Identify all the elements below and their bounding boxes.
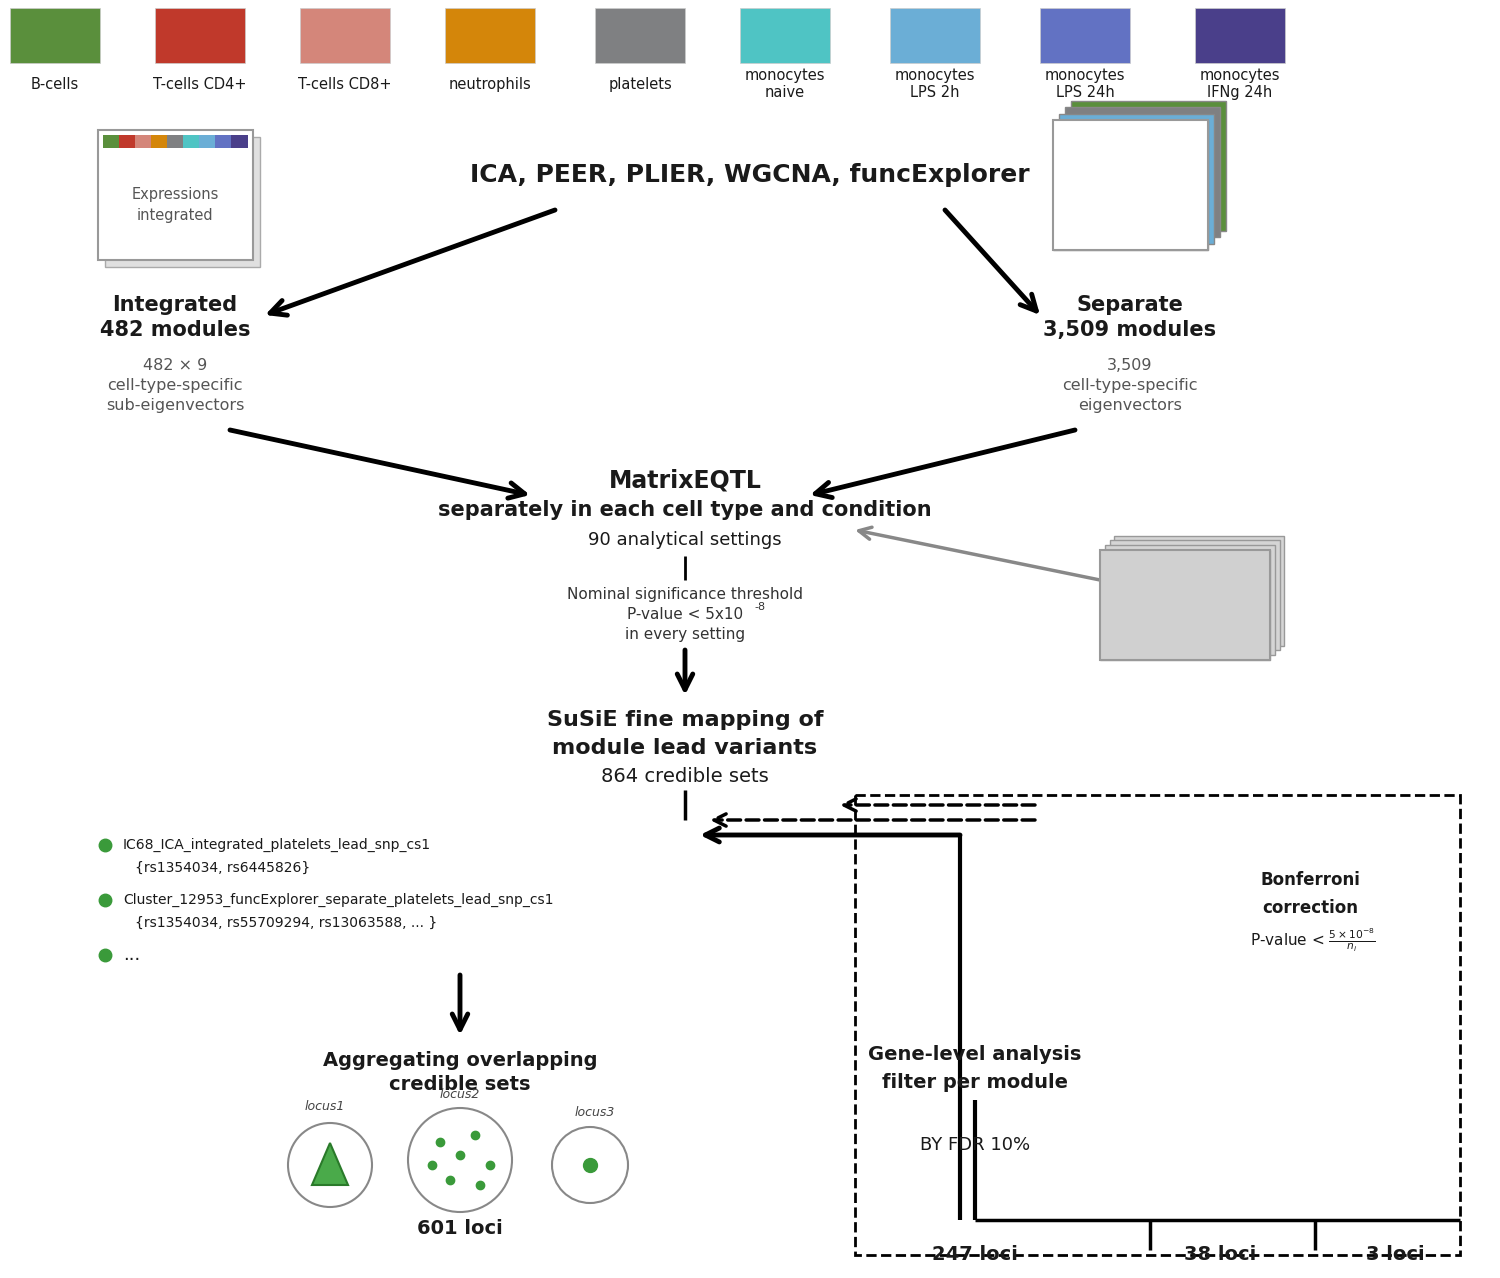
Bar [231, 135, 248, 148]
Text: eigenvectors: eigenvectors [1078, 397, 1182, 413]
Text: {rs1354034, rs55709294, rs13063588, ... }: {rs1354034, rs55709294, rs13063588, ... … [135, 916, 438, 930]
Text: locus1: locus1 [304, 1100, 345, 1113]
Bar [1053, 120, 1208, 250]
Text: 3,509 modules: 3,509 modules [1044, 320, 1217, 340]
Text: BY FDR 10%: BY FDR 10% [920, 1136, 1030, 1154]
Bar [1106, 546, 1275, 656]
Bar [300, 8, 390, 63]
Bar [1059, 114, 1214, 244]
Bar [135, 135, 152, 148]
Text: Cluster_12953_funcExplorer_separate_platelets_lead_snp_cs1: Cluster_12953_funcExplorer_separate_plat… [123, 893, 554, 907]
Bar [105, 137, 260, 267]
Text: Expressions
separately: Expressions separately [1086, 176, 1173, 213]
Text: monocytes: monocytes [1044, 68, 1125, 83]
Bar [102, 135, 118, 148]
Text: SuSiE fine mapping of: SuSiE fine mapping of [546, 711, 824, 730]
Bar [1065, 107, 1220, 238]
Text: MatrixEQTL: MatrixEQTL [609, 468, 762, 492]
Circle shape [288, 1123, 372, 1206]
Text: B-cells: B-cells [32, 77, 80, 92]
Text: filter per module: filter per module [882, 1072, 1068, 1091]
Text: 38 loci: 38 loci [1184, 1246, 1256, 1264]
Bar [98, 130, 252, 259]
Text: 3 loci: 3 loci [1365, 1246, 1425, 1264]
Bar [1071, 101, 1227, 231]
Text: monocytes: monocytes [894, 68, 975, 83]
Text: ...: ... [123, 946, 141, 964]
Text: cell-type-specific: cell-type-specific [1062, 377, 1197, 392]
Text: locus3: locus3 [574, 1107, 615, 1120]
Bar [200, 135, 216, 148]
Text: correction: correction [1262, 898, 1358, 918]
Text: locus2: locus2 [440, 1089, 480, 1102]
Text: 482 × 9: 482 × 9 [142, 358, 207, 372]
Text: monocytes: monocytes [744, 68, 825, 83]
Text: Bonferroni: Bonferroni [1260, 872, 1360, 889]
Circle shape [552, 1127, 628, 1203]
Text: monocytes: monocytes [1200, 68, 1280, 83]
Bar [1100, 550, 1270, 659]
Text: Integrated: Integrated [112, 295, 237, 314]
Text: 247 loci: 247 loci [932, 1246, 1019, 1264]
Text: -8: -8 [754, 602, 765, 612]
Text: Separate: Separate [1077, 295, 1184, 314]
Text: T-cells CD8+: T-cells CD8+ [298, 77, 392, 92]
Text: {rs1354034, rs6445826}: {rs1354034, rs6445826} [135, 861, 310, 875]
Circle shape [408, 1108, 512, 1212]
Bar [1040, 8, 1130, 63]
Text: cell-type-specific: cell-type-specific [108, 377, 243, 392]
Text: platelets: platelets [608, 77, 672, 92]
Text: P-value < $\frac{5 \times 10^{-8}}{n_i}$: P-value < $\frac{5 \times 10^{-8}}{n_i}$ [1250, 927, 1376, 953]
Text: neutrophils: neutrophils [448, 77, 531, 92]
Bar [446, 8, 536, 63]
Polygon shape [312, 1143, 348, 1185]
Text: sub-eigenvectors: sub-eigenvectors [106, 397, 244, 413]
Text: 90 analytical settings: 90 analytical settings [588, 530, 782, 550]
Text: 601 loci: 601 loci [417, 1218, 503, 1237]
Text: module lead variants: module lead variants [552, 737, 818, 758]
Bar [1110, 541, 1280, 651]
Bar [890, 8, 980, 63]
Text: Aggregating overlapping: Aggregating overlapping [322, 1051, 597, 1070]
Text: ICA, PEER, PLIER, WGCNA, funcExplorer: ICA, PEER, PLIER, WGCNA, funcExplorer [470, 164, 1030, 187]
Text: Genotypes: Genotypes [1140, 596, 1230, 613]
Bar [740, 8, 830, 63]
Bar [154, 8, 244, 63]
Text: naive: naive [765, 86, 806, 100]
Text: 482 modules: 482 modules [99, 320, 250, 340]
Text: LPS 24h: LPS 24h [1056, 86, 1114, 100]
Bar [855, 795, 1460, 1255]
Bar [596, 8, 686, 63]
Text: in every setting: in every setting [626, 626, 746, 642]
Text: Expressions
integrated: Expressions integrated [132, 187, 219, 222]
Bar [1114, 535, 1284, 645]
Bar [118, 135, 135, 148]
Text: LPS 2h: LPS 2h [910, 86, 960, 100]
Text: Gene-level analysis: Gene-level analysis [868, 1045, 1082, 1065]
Bar [152, 135, 166, 148]
Text: P-value < 5x10: P-value < 5x10 [627, 607, 742, 621]
Text: 864 credible sets: 864 credible sets [602, 767, 770, 786]
Bar [183, 135, 200, 148]
Text: T-cells CD4+: T-cells CD4+ [153, 77, 246, 92]
Bar [166, 135, 183, 148]
Text: 3,509: 3,509 [1107, 358, 1152, 372]
Bar [216, 135, 231, 148]
Bar [1196, 8, 1286, 63]
Bar [1100, 550, 1270, 659]
Bar [10, 8, 100, 63]
Text: Nominal significance threshold: Nominal significance threshold [567, 587, 802, 602]
Bar [1053, 120, 1208, 250]
Text: credible sets: credible sets [390, 1076, 531, 1094]
Text: IC68_ICA_integrated_platelets_lead_snp_cs1: IC68_ICA_integrated_platelets_lead_snp_c… [123, 838, 430, 852]
Text: IFNg 24h: IFNg 24h [1208, 86, 1272, 100]
Text: separately in each cell type and condition: separately in each cell type and conditi… [438, 500, 932, 520]
